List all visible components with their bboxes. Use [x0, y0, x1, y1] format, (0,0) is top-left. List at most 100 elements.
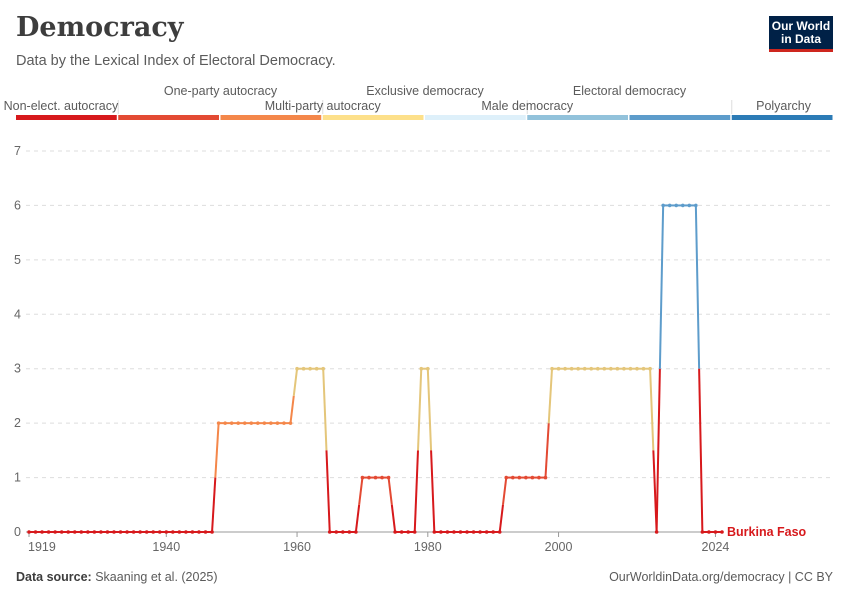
data-point[interactable]	[412, 530, 417, 534]
data-point[interactable]	[308, 366, 312, 371]
legend-label[interactable]: One-party autocracy	[164, 84, 278, 98]
data-point[interactable]	[40, 530, 44, 534]
data-point[interactable]	[347, 530, 352, 534]
data-point[interactable]	[177, 530, 182, 534]
data-point[interactable]	[426, 366, 430, 371]
data-point[interactable]	[654, 530, 659, 534]
data-point[interactable]	[190, 530, 195, 534]
legend-swatch[interactable]	[527, 115, 628, 120]
data-point[interactable]	[341, 530, 345, 534]
data-point[interactable]	[543, 475, 548, 480]
data-point[interactable]	[184, 530, 188, 534]
data-point[interactable]	[615, 366, 620, 371]
data-point[interactable]	[550, 366, 554, 371]
legend-swatch[interactable]	[220, 115, 322, 120]
data-point[interactable]	[229, 421, 234, 425]
data-point[interactable]	[576, 366, 580, 371]
legend-swatch[interactable]	[629, 115, 731, 120]
data-point[interactable]	[367, 475, 371, 480]
data-point[interactable]	[157, 530, 162, 534]
data-point[interactable]	[33, 530, 38, 534]
data-point[interactable]	[628, 366, 633, 371]
data-point[interactable]	[138, 530, 142, 534]
data-point[interactable]	[589, 366, 594, 371]
data-point[interactable]	[321, 366, 325, 371]
data-point[interactable]	[27, 530, 31, 534]
legend-label[interactable]: Exclusive democracy	[366, 84, 484, 98]
data-point[interactable]	[373, 475, 378, 480]
legend-label[interactable]: Polyarchy	[756, 99, 812, 113]
data-point[interactable]	[360, 475, 365, 480]
data-point[interactable]	[314, 366, 319, 371]
data-point[interactable]	[203, 530, 208, 534]
data-point[interactable]	[59, 530, 64, 534]
data-point[interactable]	[99, 530, 103, 534]
data-point[interactable]	[216, 421, 221, 425]
series-label[interactable]: Burkina Faso	[727, 525, 807, 539]
data-point[interactable]	[478, 530, 482, 534]
data-point[interactable]	[66, 530, 71, 534]
data-point[interactable]	[262, 421, 267, 425]
data-point[interactable]	[249, 421, 254, 425]
data-point[interactable]	[445, 530, 450, 534]
data-point[interactable]	[680, 203, 685, 208]
legend-swatch[interactable]	[118, 115, 219, 120]
data-point[interactable]	[569, 366, 574, 371]
data-point[interactable]	[674, 203, 679, 208]
legend-label[interactable]: Non-elect. autocracy	[4, 99, 119, 113]
data-point[interactable]	[694, 203, 698, 208]
data-point[interactable]	[432, 530, 437, 534]
data-point[interactable]	[295, 366, 299, 371]
data-point[interactable]	[687, 203, 692, 208]
data-point[interactable]	[79, 530, 84, 534]
data-point[interactable]	[707, 530, 711, 534]
data-point[interactable]	[661, 203, 665, 208]
data-point[interactable]	[406, 530, 410, 534]
data-point[interactable]	[393, 530, 397, 534]
legend-swatch[interactable]	[322, 115, 424, 120]
data-point[interactable]	[648, 366, 652, 371]
legend-swatch[interactable]	[425, 115, 526, 120]
data-point[interactable]	[164, 530, 169, 534]
data-point[interactable]	[517, 475, 522, 480]
data-point[interactable]	[622, 366, 626, 371]
data-point[interactable]	[458, 530, 463, 534]
data-point[interactable]	[269, 421, 273, 425]
data-point[interactable]	[563, 366, 567, 371]
data-point[interactable]	[242, 421, 247, 425]
data-point[interactable]	[537, 475, 541, 480]
data-point[interactable]	[288, 421, 293, 425]
data-point[interactable]	[256, 421, 260, 425]
data-point[interactable]	[465, 530, 469, 534]
data-point[interactable]	[667, 203, 672, 208]
data-point[interactable]	[595, 366, 600, 371]
data-point[interactable]	[92, 530, 97, 534]
data-point[interactable]	[86, 530, 90, 534]
source-text[interactable]: Skaaning et al. (2025)	[95, 570, 218, 584]
data-point[interactable]	[53, 530, 57, 534]
data-point[interactable]	[504, 475, 509, 480]
legend-label[interactable]: Electoral democracy	[573, 84, 687, 98]
legend-label[interactable]: Multi-party autocracy	[265, 99, 382, 113]
data-point[interactable]	[700, 530, 705, 534]
data-point[interactable]	[118, 530, 123, 534]
data-point[interactable]	[524, 475, 528, 480]
data-point[interactable]	[282, 421, 286, 425]
data-point[interactable]	[439, 530, 443, 534]
legend-swatch[interactable]	[731, 115, 833, 120]
data-point[interactable]	[635, 366, 639, 371]
data-point[interactable]	[399, 530, 404, 534]
data-point[interactable]	[491, 530, 495, 534]
data-point[interactable]	[471, 530, 476, 534]
data-point[interactable]	[556, 366, 561, 371]
data-point[interactable]	[112, 530, 116, 534]
legend-label[interactable]: Male democracy	[481, 99, 573, 113]
data-point[interactable]	[452, 530, 456, 534]
data-point[interactable]	[713, 530, 718, 534]
data-point[interactable]	[131, 530, 136, 534]
data-point[interactable]	[151, 530, 156, 534]
data-point[interactable]	[236, 421, 241, 425]
data-point[interactable]	[497, 530, 502, 534]
data-point[interactable]	[46, 530, 51, 534]
data-point[interactable]	[275, 421, 280, 425]
